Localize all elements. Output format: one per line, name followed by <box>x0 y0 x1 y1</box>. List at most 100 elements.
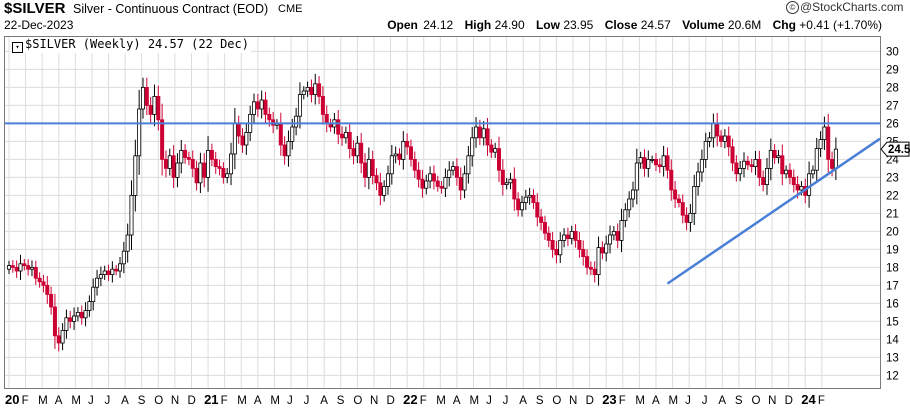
candle[interactable] <box>282 136 287 165</box>
candle[interactable] <box>278 112 283 156</box>
candle[interactable] <box>814 137 819 181</box>
price-panel[interactable] <box>4 36 881 389</box>
candle[interactable] <box>140 77 145 119</box>
candle[interactable] <box>317 76 322 105</box>
candle[interactable] <box>33 260 38 285</box>
candle[interactable] <box>696 162 701 196</box>
candle[interactable] <box>592 261 597 283</box>
candle[interactable] <box>581 240 586 266</box>
candle[interactable] <box>665 147 670 179</box>
candle[interactable] <box>336 109 341 145</box>
candle[interactable] <box>259 90 264 119</box>
candle[interactable] <box>791 169 796 193</box>
candle[interactable] <box>393 146 398 164</box>
candle[interactable] <box>542 215 547 240</box>
candle[interactable] <box>7 260 12 274</box>
candle[interactable] <box>627 191 632 218</box>
candle[interactable] <box>252 93 257 123</box>
candle[interactable] <box>221 162 226 184</box>
candle[interactable] <box>359 132 364 174</box>
candle[interactable] <box>608 225 613 254</box>
candle[interactable] <box>435 175 440 192</box>
candle[interactable] <box>642 149 647 177</box>
candle[interactable] <box>516 192 521 217</box>
candle[interactable] <box>213 152 218 174</box>
candle[interactable] <box>638 151 643 169</box>
candle[interactable] <box>619 208 624 253</box>
candle[interactable] <box>738 161 743 182</box>
candle[interactable] <box>144 77 149 116</box>
candle[interactable] <box>232 108 237 170</box>
candle[interactable] <box>41 274 46 293</box>
candle[interactable] <box>676 194 681 208</box>
candle[interactable] <box>163 150 168 178</box>
candle[interactable] <box>719 130 724 148</box>
candle[interactable] <box>328 118 333 132</box>
candle[interactable] <box>305 81 310 97</box>
candle[interactable] <box>653 153 658 172</box>
candle[interactable] <box>45 275 50 304</box>
candle[interactable] <box>408 139 413 167</box>
candle[interactable] <box>240 128 245 153</box>
candle[interactable] <box>726 126 731 157</box>
candle[interactable] <box>72 307 77 330</box>
candle[interactable] <box>83 302 88 327</box>
candle[interactable] <box>500 159 505 196</box>
candle[interactable] <box>91 278 96 311</box>
candle[interactable] <box>493 142 498 159</box>
candle[interactable] <box>26 259 31 276</box>
candle[interactable] <box>160 103 165 176</box>
candle[interactable] <box>68 310 73 329</box>
candle[interactable] <box>669 159 674 201</box>
candle[interactable] <box>382 180 387 202</box>
candle[interactable] <box>340 126 345 146</box>
candle[interactable] <box>64 309 69 339</box>
candle[interactable] <box>615 223 620 249</box>
candle[interactable] <box>190 150 195 178</box>
candle[interactable] <box>324 105 329 133</box>
candle[interactable] <box>623 203 628 228</box>
candle[interactable] <box>102 265 107 280</box>
candle[interactable] <box>320 86 325 125</box>
candle[interactable] <box>420 169 425 198</box>
candle[interactable] <box>313 73 318 105</box>
candle[interactable] <box>661 145 666 177</box>
candle[interactable] <box>562 228 567 248</box>
candle[interactable] <box>680 194 685 224</box>
candle[interactable] <box>244 122 249 155</box>
candle[interactable] <box>734 155 739 182</box>
trendline[interactable] <box>666 137 881 285</box>
candle[interactable] <box>780 144 785 186</box>
candle[interactable] <box>121 241 126 274</box>
candle[interactable] <box>753 150 758 176</box>
candle[interactable] <box>125 223 130 263</box>
candle[interactable] <box>431 165 436 190</box>
candle[interactable] <box>458 167 463 200</box>
candle[interactable] <box>596 236 601 286</box>
candle[interactable] <box>569 225 574 245</box>
candle[interactable] <box>768 138 773 181</box>
candle[interactable] <box>186 151 191 166</box>
candle[interactable] <box>95 269 100 296</box>
candle[interactable] <box>389 145 394 185</box>
candle[interactable] <box>229 142 234 186</box>
candle[interactable] <box>550 232 555 258</box>
candle[interactable] <box>745 155 750 171</box>
candle[interactable] <box>106 264 111 281</box>
candle[interactable] <box>600 241 605 260</box>
candle[interactable] <box>385 165 390 195</box>
candle[interactable] <box>474 117 479 148</box>
candle[interactable] <box>703 132 708 169</box>
candle[interactable] <box>558 232 563 264</box>
candle[interactable] <box>301 86 306 100</box>
candle[interactable] <box>588 261 593 276</box>
candle[interactable] <box>225 167 230 184</box>
candle[interactable] <box>787 163 792 185</box>
candle[interactable] <box>519 195 524 217</box>
candle[interactable] <box>634 148 639 205</box>
candle[interactable] <box>611 226 616 241</box>
candle[interactable] <box>508 172 513 190</box>
candle[interactable] <box>18 254 23 280</box>
candle[interactable] <box>730 138 735 172</box>
